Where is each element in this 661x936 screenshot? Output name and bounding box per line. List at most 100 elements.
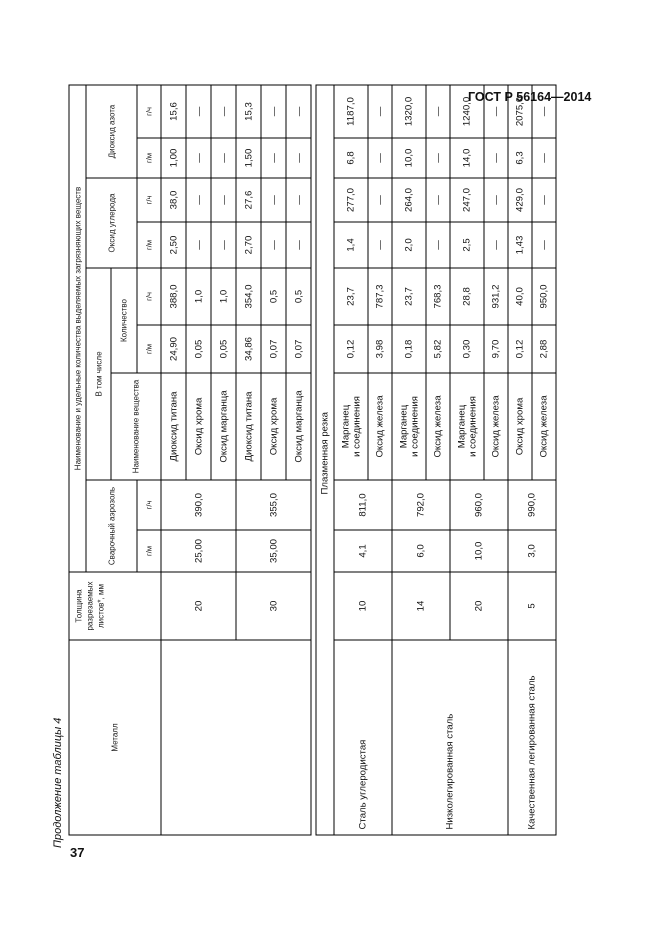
substance-name-cell: Марганец и соединения bbox=[392, 373, 426, 480]
aerosol-gm-cell: 25,00 bbox=[161, 530, 236, 572]
qty-gh-cell: 354,0 bbox=[236, 268, 261, 325]
qty-gh-cell: 1,0 bbox=[211, 268, 236, 325]
no2-gm-cell: 6,3 bbox=[508, 138, 532, 178]
no2-gm-cell: 6,8 bbox=[334, 138, 368, 178]
no2-gm-cell: — bbox=[368, 138, 392, 178]
aerosol-gh-cell: 355,0 bbox=[236, 480, 311, 530]
no2-gh-cell: — bbox=[211, 84, 236, 138]
co-gh-cell: 264,0 bbox=[392, 178, 426, 222]
co-gm-cell: 2,5 bbox=[450, 222, 484, 268]
unit-qty-gm: г/м bbox=[137, 325, 161, 373]
no2-gm-cell: 1,00 bbox=[161, 138, 186, 178]
qty-gh-cell: 768,3 bbox=[426, 268, 450, 325]
metal-cell bbox=[161, 640, 311, 835]
co-gh-cell: — bbox=[211, 178, 236, 222]
qty-gm-cell: 0,30 bbox=[450, 325, 484, 373]
qty-gm-cell: 0,07 bbox=[286, 325, 311, 373]
co-gm-cell: — bbox=[261, 222, 286, 268]
no2-gh-cell: 15,6 bbox=[161, 84, 186, 138]
substance-name-cell: Оксид хрома bbox=[261, 373, 286, 480]
no2-gh-cell: — bbox=[426, 84, 450, 138]
header-including: В том числе bbox=[86, 268, 111, 480]
co-gm-cell: — bbox=[186, 222, 211, 268]
thickness-cell: 10 bbox=[334, 572, 392, 640]
co-gh-cell: 38,0 bbox=[161, 178, 186, 222]
substance-name-cell: Оксид железа bbox=[532, 373, 556, 480]
no2-gm-cell: 10,0 bbox=[392, 138, 426, 178]
aerosol-gh-cell: 990,0 bbox=[508, 480, 556, 530]
no2-gh-cell: — bbox=[286, 84, 311, 138]
co-gh-cell: 27,6 bbox=[236, 178, 261, 222]
aerosol-gh-cell: 792,0 bbox=[392, 480, 450, 530]
qty-gm-cell: 9,70 bbox=[484, 325, 508, 373]
no2-gm-cell: — bbox=[186, 138, 211, 178]
qty-gm-cell: 0,12 bbox=[508, 325, 532, 373]
metal-cell: Качественная легированная сталь bbox=[508, 640, 556, 835]
unit-aerosol-gm: г/м bbox=[137, 530, 161, 572]
no2-gm-cell: — bbox=[261, 138, 286, 178]
substance-name-cell: Марганец и соединения bbox=[334, 373, 368, 480]
unit-qty-gh: г/ч bbox=[137, 268, 161, 325]
unit-co-gm: г/м bbox=[137, 222, 161, 268]
qty-gh-cell: 40,0 bbox=[508, 268, 532, 325]
substance-name-cell: Оксид марганца bbox=[286, 373, 311, 480]
no2-gm-cell: — bbox=[211, 138, 236, 178]
qty-gm-cell: 0,07 bbox=[261, 325, 286, 373]
substance-name-cell: Диоксид титана bbox=[236, 373, 261, 480]
co-gm-cell: — bbox=[368, 222, 392, 268]
header-co: Оксид углерода bbox=[86, 178, 137, 268]
unit-no2-gh: г/ч bbox=[137, 84, 161, 138]
standard-number: ГОСТ Р 56164—2014 bbox=[468, 90, 592, 104]
co-gm-cell: — bbox=[532, 222, 556, 268]
qty-gm-cell: 24,90 bbox=[161, 325, 186, 373]
qty-gm-cell: 0,05 bbox=[186, 325, 211, 373]
header-substance-name: Наименование вещества bbox=[111, 373, 161, 480]
metal-cell: Низколегированная сталь bbox=[392, 640, 508, 835]
substance-name-cell: Оксид железа bbox=[426, 373, 450, 480]
section-title: Плазменная резка bbox=[316, 84, 334, 835]
page-number: 37 bbox=[70, 845, 85, 860]
aerosol-gm-cell: 10,0 bbox=[450, 530, 508, 572]
table-row: Сталь углеродистая 10 4,1 811,0 Марганец и с… bbox=[334, 84, 392, 835]
qty-gh-cell: 787,3 bbox=[368, 268, 392, 325]
substance-name-cell: Оксид железа bbox=[368, 373, 392, 480]
qty-gh-cell: 0,5 bbox=[286, 268, 311, 325]
unit-co-gh: г/ч bbox=[137, 178, 161, 222]
unit-aerosol-gh: г/ч bbox=[137, 480, 161, 530]
table-row: Качественная легированная сталь 5 3,0 990,0… bbox=[508, 84, 556, 835]
qty-gh-cell: 28,8 bbox=[450, 268, 484, 325]
aerosol-gh-cell: 811,0 bbox=[334, 480, 392, 530]
header-emissions: Наименование и удельные количества выдел… bbox=[69, 84, 86, 572]
table-row: 20 25,00 390,0 Диоксид титана 24,90 388,0 2,50… bbox=[161, 84, 311, 835]
qty-gh-cell: 931,2 bbox=[484, 268, 508, 325]
co-gm-cell: 1,43 bbox=[508, 222, 532, 268]
no2-gh-cell: — bbox=[484, 84, 508, 138]
thickness-cell: 20 bbox=[450, 572, 508, 640]
unit-no2-gm: г/м bbox=[137, 138, 161, 178]
substance-name-cell: Оксид железа bbox=[484, 373, 508, 480]
no2-gh-cell: — bbox=[368, 84, 392, 138]
emissions-table-rotated: Металл Толщина разрезаемых листов*, мм Н… bbox=[69, 84, 568, 836]
aerosol-gm-cell: 35,00 bbox=[236, 530, 311, 572]
co-gm-cell: — bbox=[286, 222, 311, 268]
aerosol-gh-cell: 390,0 bbox=[161, 480, 236, 530]
qty-gm-cell: 34,86 bbox=[236, 325, 261, 373]
qty-gm-cell: 0,12 bbox=[334, 325, 368, 373]
no2-gh-cell: 1187,0 bbox=[334, 84, 368, 138]
header-aerosol: Сварочный аэрозоль bbox=[86, 480, 137, 572]
co-gm-cell: 2,50 bbox=[161, 222, 186, 268]
substance-name-cell: Марганец и соединения bbox=[450, 373, 484, 480]
table-row: Низколегированная сталь 14 6,0 792,0 Маргане… bbox=[392, 84, 508, 835]
no2-gm-cell: 1,50 bbox=[236, 138, 261, 178]
no2-gm-cell: — bbox=[426, 138, 450, 178]
qty-gh-cell: 1,0 bbox=[186, 268, 211, 325]
no2-gh-cell: 15,3 bbox=[236, 84, 261, 138]
co-gh-cell: 429,0 bbox=[508, 178, 532, 222]
co-gm-cell: — bbox=[484, 222, 508, 268]
qty-gh-cell: 950,0 bbox=[532, 268, 556, 325]
co-gh-cell: — bbox=[532, 178, 556, 222]
co-gh-cell: — bbox=[186, 178, 211, 222]
co-gh-cell: 247,0 bbox=[450, 178, 484, 222]
no2-gh-cell: 1240,0 bbox=[450, 84, 484, 138]
no2-gh-cell: — bbox=[186, 84, 211, 138]
